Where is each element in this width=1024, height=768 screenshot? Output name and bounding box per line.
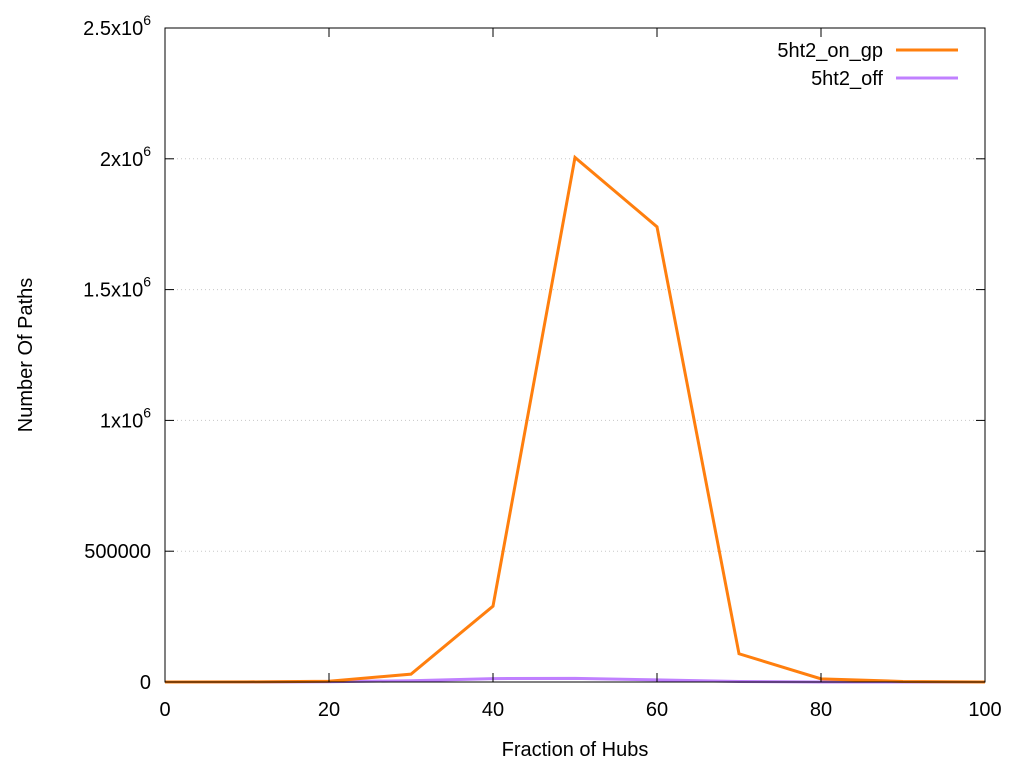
x-tick-label: 100 bbox=[968, 699, 1001, 721]
legend: 5ht2_on_gp 5ht2_off bbox=[777, 40, 958, 90]
y-tick-label-exponent: 6 bbox=[143, 404, 151, 420]
y-tick-label-exponent: 6 bbox=[143, 274, 151, 290]
x-tick-label: 40 bbox=[482, 699, 504, 721]
legend-label: 5ht2_off bbox=[811, 68, 883, 90]
y-tick-label-exponent: 6 bbox=[143, 143, 151, 159]
x-tick-label: 80 bbox=[810, 699, 832, 721]
plot-frame bbox=[164, 27, 986, 683]
series-line-5ht2_on_gp bbox=[164, 154, 986, 684]
x-tick-label: 60 bbox=[646, 699, 668, 721]
gridlines bbox=[165, 158, 985, 552]
x-axis-tick-labels: 0 20 40 60 80 100 bbox=[159, 699, 1001, 721]
y-tick-label: 0 bbox=[140, 672, 151, 694]
x-tick-label: 20 bbox=[318, 699, 340, 721]
y-tick-label-exponent: 6 bbox=[143, 12, 151, 28]
x-tick-label: 0 bbox=[159, 699, 170, 721]
x-axis-title: Fraction of Hubs bbox=[502, 739, 649, 761]
y-tick-label: 500000 bbox=[84, 541, 151, 563]
y-axis-title: Number Of Paths bbox=[15, 278, 37, 433]
legend-label: 5ht2_on_gp bbox=[777, 40, 883, 62]
axis-ticks bbox=[164, 27, 986, 683]
